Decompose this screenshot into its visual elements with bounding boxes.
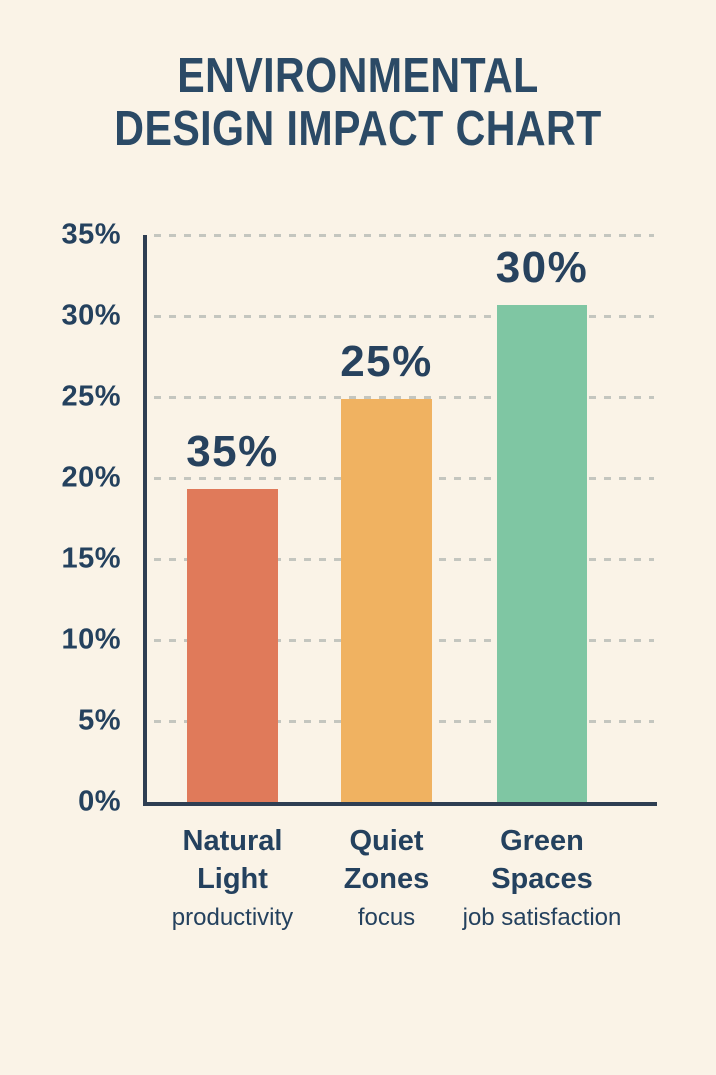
y-tick-label: 35% [61,218,121,251]
category-sublabel: focus [357,904,416,931]
category-label: Quiet Zones [343,825,430,895]
y-tick-label: 5% [78,704,121,737]
gridline-30pct [154,315,654,318]
bar-green-spaces [497,305,587,802]
chart-title-line1: ENVIRONMENTAL [177,49,539,103]
bar-value-label-green-spaces: 30% [495,243,589,292]
y-tick-label: 10% [61,623,121,656]
y-tick-label: 20% [61,461,121,494]
category-sublabel: productivity [171,904,294,931]
y-axis-tick-labels: 35% 30% 25% 20% 15% 10% 5% 0% [0,219,121,818]
category-label: Natural Light [182,825,283,895]
x-axis-labels: Natural Light productivity Quiet Zones focu… [147,822,657,952]
y-tick-label: 15% [61,542,121,575]
bar-value-label-quiet-zones: 25% [340,337,433,386]
gridline-25pct [154,396,654,399]
plot-area: 35% 25% 30% [143,234,657,806]
gridline-35pct [154,234,654,237]
y-tick-label: 0% [78,785,121,818]
category-label: Green Spaces [491,825,593,895]
chart-title-line2: DESIGN IMPACT CHART [114,102,602,156]
x-label-group-quiet-zones: Quiet Zones focus [272,822,502,932]
bar-quiet-zones [341,399,432,802]
y-tick-label: 30% [61,299,121,332]
chart-title: ENVIRONMENTAL DESIGN IMPACT CHART [0,50,716,156]
category-sublabel: job satisfaction [462,904,622,931]
y-tick-label: 25% [61,380,121,413]
bar-value-label-natural-light: 35% [186,427,279,476]
x-label-group-green-spaces: Green Spaces job satisfaction [427,822,657,932]
x-label-group-natural-light: Natural Light productivity [118,822,348,932]
bar-natural-light [187,489,278,802]
